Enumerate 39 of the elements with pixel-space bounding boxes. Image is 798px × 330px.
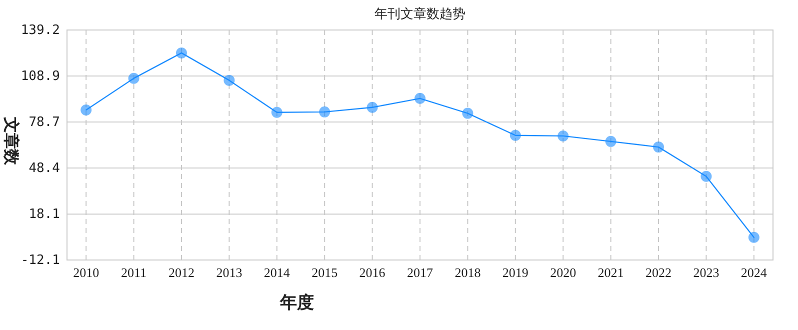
y-tick-label: 139.2: [20, 23, 60, 38]
point: [748, 232, 760, 243]
chart-title: 年刊文章数趋势: [374, 6, 466, 21]
x-tick-label: 2018: [454, 265, 481, 280]
point: [558, 130, 569, 142]
y-axis-title: 文章数: [2, 116, 20, 166]
point: [605, 136, 616, 147]
point: [80, 104, 92, 116]
point: [414, 92, 426, 104]
point: [510, 130, 521, 141]
x-axis-title: 年度: [279, 293, 314, 312]
x-tick-label: 2014: [264, 265, 290, 280]
x-tick-label: 2019: [502, 265, 528, 280]
point: [176, 47, 187, 58]
point: [271, 106, 282, 118]
y-tick-label: -12.1: [20, 253, 60, 268]
x-tick-label: 2021: [598, 265, 624, 280]
point: [653, 142, 664, 153]
point: [224, 74, 235, 86]
point: [128, 72, 140, 84]
x-tick-label: 2022: [646, 265, 672, 280]
point: [319, 106, 330, 118]
point: [462, 108, 474, 119]
x-tick-label: 2020: [550, 265, 576, 280]
x-tick-label: 2023: [693, 265, 720, 280]
point: [366, 102, 378, 113]
x-tick-label: 2015: [312, 265, 338, 280]
x-tick-label: 2011: [121, 265, 147, 280]
point: [700, 170, 712, 182]
y-tick-label: 48.4: [28, 161, 60, 176]
x-tick-label: 2017: [407, 265, 434, 280]
x-tick-label: 2010: [73, 265, 100, 280]
y-tick-label: 78.7: [28, 114, 60, 130]
x-tick-label: 2012: [168, 265, 194, 280]
y-tick-label: 108.9: [20, 69, 60, 84]
x-tick-label: 2013: [216, 265, 242, 280]
x-tick-label: 2024: [740, 265, 768, 280]
x-tick-label: 2016: [359, 265, 386, 280]
y-tick-label: 18.1: [28, 207, 60, 222]
